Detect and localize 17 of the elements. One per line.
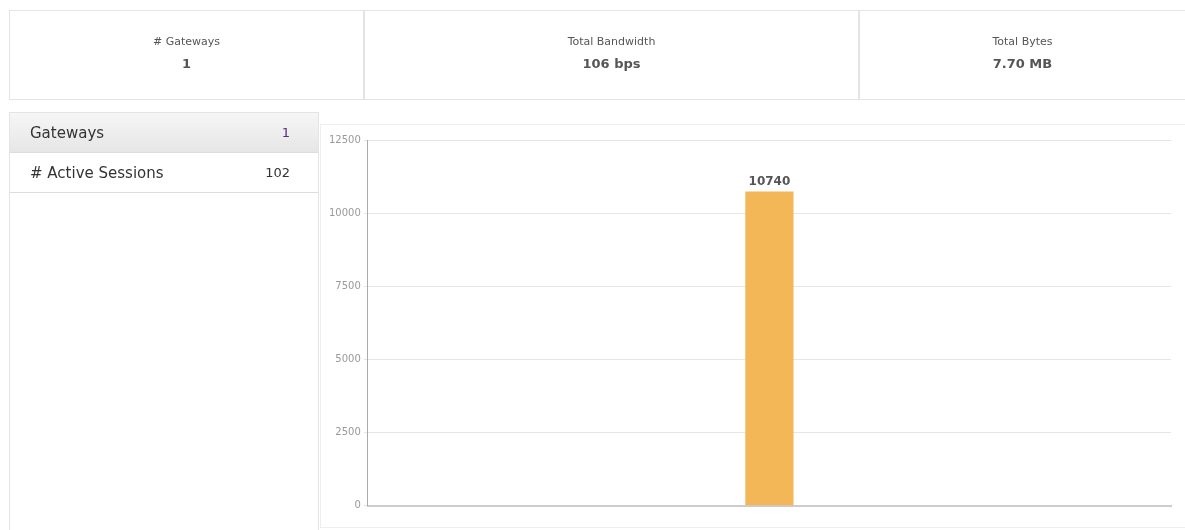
y-tick-label: 0 [354, 499, 361, 511]
text: # Gateways [151, 35, 221, 48]
text: 1 [180, 56, 192, 71]
y-tick-label: 2500 [335, 426, 361, 438]
data-label: 10740 [748, 173, 791, 188]
y-tick-label: 10000 [329, 206, 361, 218]
y-tick-label: 5000 [335, 353, 361, 365]
text: 102 [265, 165, 290, 180]
text: Total Bytes [991, 35, 1054, 48]
text: 7.70 MB [991, 56, 1054, 71]
text: 1 [281, 125, 290, 140]
y-tick-label: 12500 [329, 133, 361, 145]
text: Total Bandwidth [566, 35, 657, 48]
text: 106 bps [581, 56, 642, 71]
y-tick-label: 7500 [335, 279, 361, 291]
text: # Active Sessions [30, 163, 164, 182]
text: Gateways [30, 123, 105, 142]
